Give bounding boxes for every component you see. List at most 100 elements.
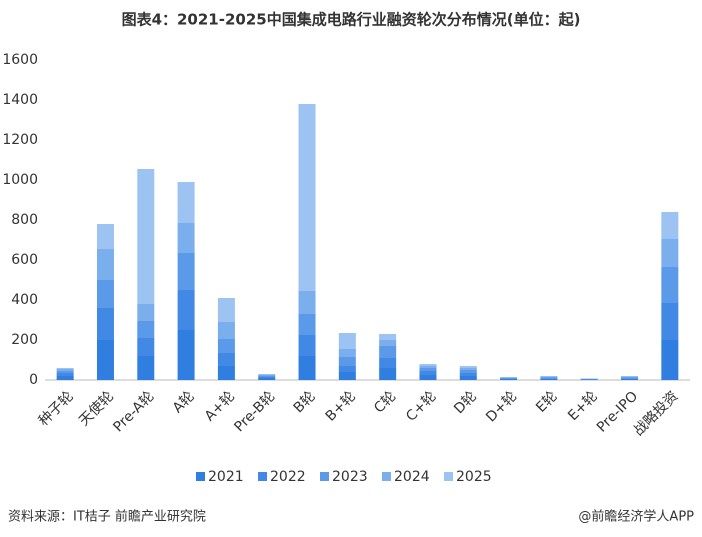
bar-segment (338, 372, 356, 380)
bar-segment (56, 371, 74, 373)
bar-segment (379, 368, 397, 380)
bar-segment (621, 377, 639, 379)
bar-segment (298, 314, 316, 335)
bar-segment (500, 377, 518, 379)
legend-label: 2023 (332, 469, 368, 485)
x-tick-label: E轮 (533, 388, 560, 415)
bar-segment (661, 340, 679, 380)
bar-segment (621, 377, 639, 378)
bar-segment (258, 376, 276, 378)
bar-segment (137, 321, 155, 338)
bar-segment (177, 223, 195, 253)
bar-segment (459, 366, 477, 368)
bar-segment (177, 290, 195, 330)
bar-segment (217, 339, 235, 353)
chart-title: 图表4：2021-2025中国集成电路行业融资轮次分布情况(单位：起) (122, 11, 581, 29)
bar-segment (56, 368, 74, 369)
legend-label: 2025 (456, 469, 492, 485)
bar-segment (419, 364, 437, 366)
bar-segment (621, 378, 639, 380)
y-tick-label: 1200 (2, 132, 38, 148)
bar-segment (419, 371, 437, 375)
x-tick-label: 战略投资 (631, 388, 682, 439)
legend-swatch (320, 472, 329, 481)
bar-segment (379, 340, 397, 346)
bar-segment (338, 366, 356, 372)
y-tick-label: 400 (11, 292, 38, 308)
y-tick-label: 800 (11, 212, 38, 228)
x-tick-label: E+轮 (565, 388, 601, 424)
x-tick-label: B+轮 (323, 388, 359, 424)
legend-swatch (258, 472, 267, 481)
legend-swatch (444, 472, 453, 481)
bar-segment (500, 378, 518, 379)
legend-swatch (382, 472, 391, 481)
bar-segment (96, 224, 114, 249)
bar-segment (540, 377, 558, 379)
bar-segment (459, 376, 477, 380)
bar-segment (96, 340, 114, 380)
bar-segment (661, 239, 679, 267)
bar-segment (217, 298, 235, 322)
y-tick-label: 0 (29, 372, 38, 388)
bar-segment (96, 249, 114, 280)
bar-segment (96, 308, 114, 340)
bar-segment (459, 373, 477, 376)
bar-segment (56, 373, 74, 376)
bar-segment (459, 370, 477, 373)
bar-segment (661, 212, 679, 239)
bar-segment (258, 374, 276, 376)
legend-label: 2024 (394, 469, 430, 485)
x-tick-label: 种子轮 (36, 388, 77, 429)
bar-segment (217, 366, 235, 380)
y-tick-label: 200 (11, 332, 38, 348)
bar-segment (540, 376, 558, 377)
x-tick-label: D轮 (451, 388, 480, 417)
bar-segment (137, 338, 155, 356)
x-tick-label: Pre-A轮 (110, 388, 157, 435)
bar-segment (258, 375, 276, 377)
y-tick-label: 1400 (2, 92, 38, 108)
x-tick-label: A轮 (170, 388, 198, 416)
bar-segment (137, 356, 155, 380)
bar-segment (258, 374, 276, 375)
bar-segment (419, 368, 437, 371)
legend-swatch (196, 472, 205, 481)
bar-segment (96, 280, 114, 308)
bar-segment (298, 335, 316, 356)
bar-segment (540, 378, 558, 380)
bar-segment (298, 356, 316, 380)
credit: @前瞻经济学人APP (578, 509, 694, 525)
bar-segment (298, 104, 316, 291)
bar-segment (177, 182, 195, 223)
bar-segment (459, 368, 477, 370)
bar-segment (217, 322, 235, 339)
x-tick-label: C+轮 (403, 388, 439, 424)
y-tick-label: 600 (11, 252, 38, 268)
y-tick-label: 1600 (2, 52, 38, 68)
legend-label: 2021 (208, 469, 244, 485)
legend-label: 2022 (270, 469, 306, 485)
bar-segment (661, 303, 679, 340)
bar-segment (338, 349, 356, 357)
bar-segment (338, 357, 356, 366)
bar-segment (540, 377, 558, 378)
bar-segment (56, 369, 74, 371)
bar-segment (56, 376, 74, 380)
bar-segment (379, 334, 397, 340)
bar-segment (379, 346, 397, 358)
bar-segment (338, 333, 356, 349)
bar-segment (137, 169, 155, 304)
x-tick-label: Pre-B轮 (231, 388, 278, 435)
bar-segment (500, 379, 518, 380)
x-tick-label: A+轮 (202, 388, 238, 424)
x-tick-label: D+轮 (483, 388, 520, 425)
bar-segment (419, 375, 437, 380)
x-tick-label: B轮 (291, 388, 319, 416)
bar-segment (258, 378, 276, 380)
bar-segment (661, 267, 679, 303)
bar-segment (621, 376, 639, 377)
source: 资料来源：IT桔子 前瞻产业研究院 (8, 509, 206, 525)
x-tick-label: C轮 (371, 388, 399, 416)
